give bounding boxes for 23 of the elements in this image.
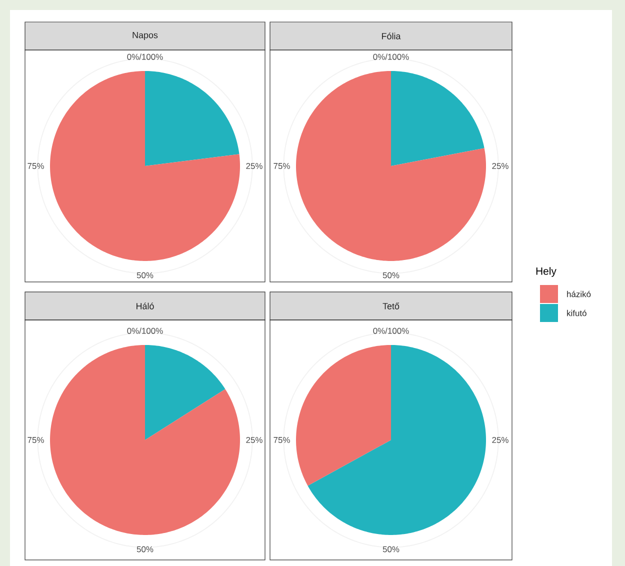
text: 25%: [246, 162, 262, 169]
text: 0%/100%: [373, 54, 409, 60]
text: 75%: [274, 437, 290, 443]
text: 25%: [492, 162, 508, 169]
legend-label: házikó: [567, 290, 591, 298]
text: 0%/100%: [373, 328, 409, 334]
text: 50%: [136, 272, 154, 278]
legend-label: kifutó: [567, 310, 586, 316]
text: 50%: [136, 546, 154, 552]
slice-label: Tető: [382, 302, 400, 310]
text: 75%: [274, 163, 290, 169]
text: 25%: [246, 436, 262, 443]
text: 0%/100%: [127, 328, 163, 334]
legend-title: Hely: [536, 267, 556, 277]
slice-label: Fólia: [382, 32, 401, 40]
text: 75%: [28, 437, 44, 443]
slice-label: Napos: [132, 32, 158, 40]
text: 75%: [28, 163, 44, 169]
text: 50%: [382, 546, 400, 552]
text: 50%: [382, 272, 400, 278]
text: 25%: [492, 436, 508, 443]
slice-label: Háló: [136, 302, 154, 310]
text: 0%/100%: [127, 54, 163, 60]
